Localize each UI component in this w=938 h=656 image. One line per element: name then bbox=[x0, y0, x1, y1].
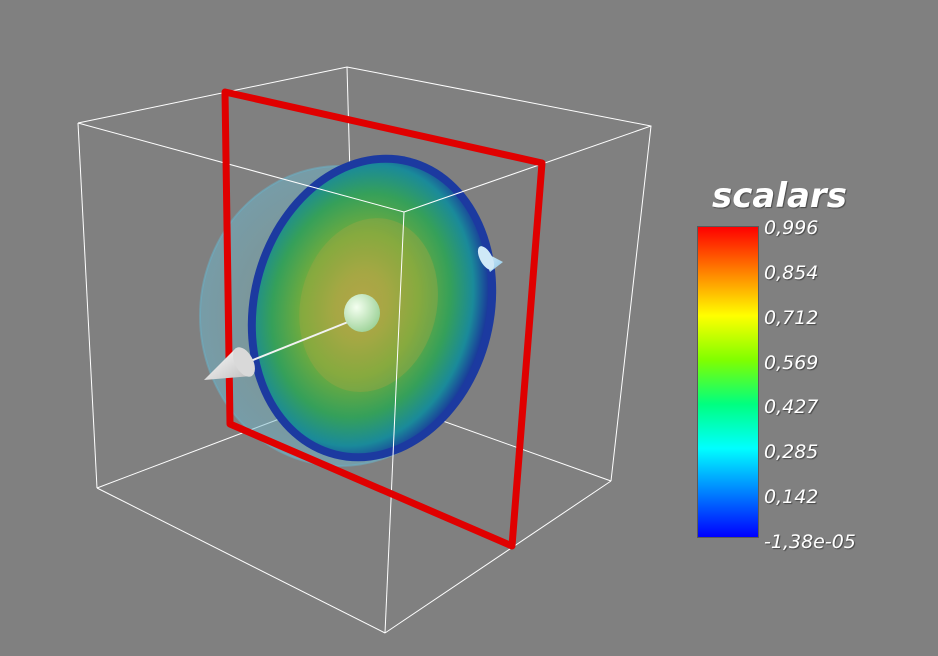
slice-plane-outline[interactable] bbox=[221, 88, 546, 550]
colorbar-tick-label: 0,285 bbox=[764, 441, 819, 464]
legend-title: scalars bbox=[712, 176, 847, 216]
colorbar-tick-label: 0,996 bbox=[764, 217, 819, 239]
widget-center-handle[interactable] bbox=[344, 294, 380, 332]
colorbar-tick-label: -1,38e-05 bbox=[764, 531, 856, 553]
widget-normal-line bbox=[247, 317, 359, 363]
colorbar-tick-label: 0,569 bbox=[764, 351, 819, 374]
widget-arrow-cone[interactable] bbox=[204, 344, 259, 381]
outline-box-front-edges bbox=[77, 122, 652, 634]
colorbar-tick-label: 0,142 bbox=[764, 486, 819, 509]
widget-arrow-cone-back[interactable] bbox=[475, 244, 503, 273]
colorbar bbox=[697, 226, 759, 538]
colorbar-tick-label: 0,854 bbox=[764, 261, 819, 284]
colorbar-tick-label: 0,427 bbox=[764, 396, 819, 419]
colorbar-tick-label: 0,712 bbox=[764, 306, 819, 329]
